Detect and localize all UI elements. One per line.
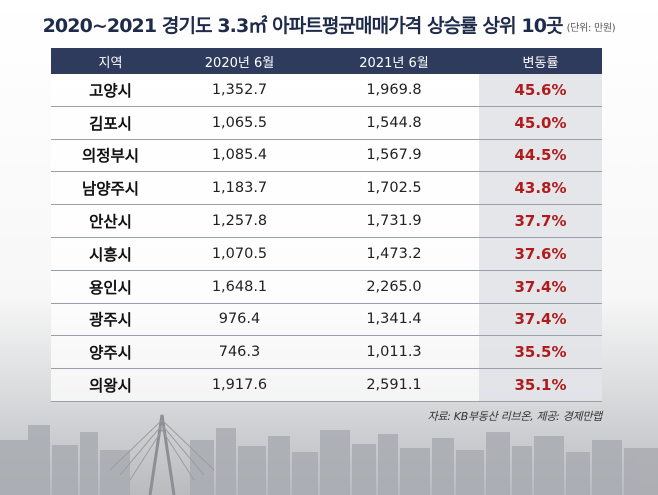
unit-note: (단위: 만원) [566,23,616,34]
table-row: 김포시 1,065.5 1,544.8 45.0% [51,106,602,140]
value-2021-cell: 1,341.4 [309,303,479,337]
rate-cell: 45.0% [479,106,602,140]
table-row: 의왕시 1,917.6 2,591.1 35.1% [51,368,602,402]
value-2021-cell: 1,702.5 [309,171,479,206]
table-body: 고양시 1,352.7 1,969.8 45.6% 김포시 1,065.5 1,544.8 4… [51,74,602,402]
value-2021-cell: 1,731.9 [309,204,479,238]
source-note: 자료: KB부동산 리브온, 제공: 경제만랩 [427,410,603,423]
table-row: 안산시 1,257.8 1,731.9 37.7% [51,204,602,238]
value-2020-cell: 1,257.8 [170,204,309,238]
region-cell: 고양시 [51,74,170,107]
value-2020-cell: 1,917.6 [170,368,309,402]
rate-cell: 35.1% [479,368,602,402]
rate-cell: 43.8% [479,171,602,206]
value-2020-cell: 1,070.5 [170,237,309,271]
region-cell: 의왕시 [51,368,170,402]
rate-cell: 37.4% [479,303,602,337]
chart-title: 2020~2021 경기도 3.3㎡ 아파트평균매매가격 상승률 상위 10곳 [42,14,564,37]
value-2020-cell: 746.3 [170,335,309,370]
value-2021-cell: 1,544.8 [309,106,479,140]
column-header-2020: 2020년 6월 [170,48,309,74]
table-row: 양주시 746.3 1,011.3 35.5% [51,335,602,370]
table-row: 광주시 976.4 1,341.4 37.4% [51,303,602,337]
column-header-rate: 변동률 [479,48,602,74]
column-header-2021: 2021년 6월 [309,48,479,74]
value-2021-cell: 2,591.1 [309,368,479,402]
value-2021-cell: 2,265.0 [309,270,479,304]
rate-cell: 45.6% [479,74,602,107]
title-row: 2020~2021 경기도 3.3㎡ 아파트평균매매가격 상승률 상위 10곳 … [0,0,658,48]
value-2020-cell: 976.4 [170,303,309,337]
rate-cell: 37.7% [479,204,602,238]
region-cell: 김포시 [51,106,170,140]
table-row: 의정부시 1,085.4 1,567.9 44.5% [51,139,602,173]
value-2021-cell: 1,011.3 [309,335,479,370]
value-2020-cell: 1,352.7 [170,74,309,107]
price-table: 지역 2020년 6월 2021년 6월 변동률 고양시 1,352.7 1,969… [51,48,602,402]
region-cell: 의정부시 [51,139,170,173]
region-cell: 양주시 [51,335,170,370]
region-cell: 안산시 [51,204,170,238]
value-2021-cell: 1,567.9 [309,139,479,173]
rate-cell: 37.4% [479,270,602,304]
region-cell: 시흥시 [51,237,170,271]
region-cell: 남양주시 [51,171,170,206]
value-2020-cell: 1,648.1 [170,270,309,304]
value-2020-cell: 1,183.7 [170,171,309,206]
column-header-region: 지역 [51,48,170,74]
region-cell: 용인시 [51,270,170,304]
region-cell: 광주시 [51,303,170,337]
value-2020-cell: 1,065.5 [170,106,309,140]
table-row: 시흥시 1,070.5 1,473.2 37.6% [51,237,602,271]
value-2020-cell: 1,085.4 [170,139,309,173]
table-row: 남양주시 1,183.7 1,702.5 43.8% [51,171,602,206]
value-2021-cell: 1,969.8 [309,74,479,107]
rate-cell: 35.5% [479,335,602,370]
table-row: 용인시 1,648.1 2,265.0 37.4% [51,270,602,304]
value-2021-cell: 1,473.2 [309,237,479,271]
table-row: 고양시 1,352.7 1,969.8 45.6% [51,74,602,107]
rate-cell: 37.6% [479,237,602,271]
table-header: 지역 2020년 6월 2021년 6월 변동률 [51,48,602,74]
rate-cell: 44.5% [479,139,602,173]
